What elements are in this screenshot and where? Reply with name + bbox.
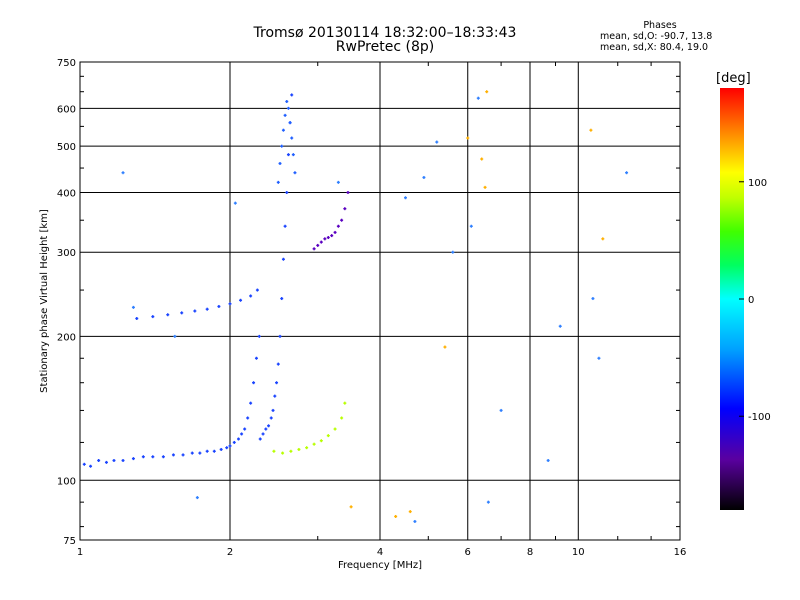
- colorbar-label: [deg]: [716, 71, 751, 86]
- colorbar-ticks: 100 0 -100: [739, 178, 771, 423]
- x-tick-label: 1: [77, 547, 83, 558]
- axis-ticks: 1 2 4 6 8 10 16 75 100 200 300 400 500 600 750: [57, 58, 686, 558]
- y-axis-label: Stationary phase Virtual Height [km]: [39, 209, 50, 393]
- data-points: [82, 90, 629, 523]
- x-axis-label: Frequency [MHz]: [338, 560, 422, 571]
- y-tick-label: 200: [57, 332, 76, 343]
- y-tick-label: 600: [57, 104, 76, 115]
- x-tick-label: 2: [227, 547, 233, 558]
- x-tick-label: 10: [572, 547, 585, 558]
- phase-stats-heading: Phases: [643, 20, 677, 31]
- chart-title-line1: Tromsø 20130114 18:32:00–18:33:43: [253, 25, 517, 41]
- phase-stats: Phases mean, sd,O: -90.7, 13.8 mean, sd,…: [600, 20, 720, 53]
- y-tick-label: 400: [57, 188, 76, 199]
- x-tick-label: 4: [377, 547, 383, 558]
- y-tick-label: 750: [57, 58, 76, 69]
- x-tick-label: 6: [465, 547, 471, 558]
- plot-frame: [79, 61, 681, 541]
- y-tick-label: 500: [57, 142, 76, 153]
- y-tick-label: 300: [57, 248, 76, 259]
- phase-stats-o: mean, sd,O: -90.7, 13.8: [600, 31, 713, 42]
- colorbar-tick-label: 0: [748, 295, 754, 306]
- y-tick-label: 100: [57, 476, 76, 487]
- colorbar-tick-label: -100: [748, 412, 771, 423]
- phase-stats-x: mean, sd,X: 80.4, 19.0: [600, 42, 709, 53]
- grid-lines: [80, 62, 680, 540]
- x-tick-label: 8: [527, 547, 533, 558]
- chart-title-line2: RwPretec (8p): [335, 39, 435, 55]
- colorbar-tick-label: 100: [748, 178, 767, 189]
- y-tick-label: 75: [63, 536, 76, 547]
- x-tick-label: 16: [674, 547, 687, 558]
